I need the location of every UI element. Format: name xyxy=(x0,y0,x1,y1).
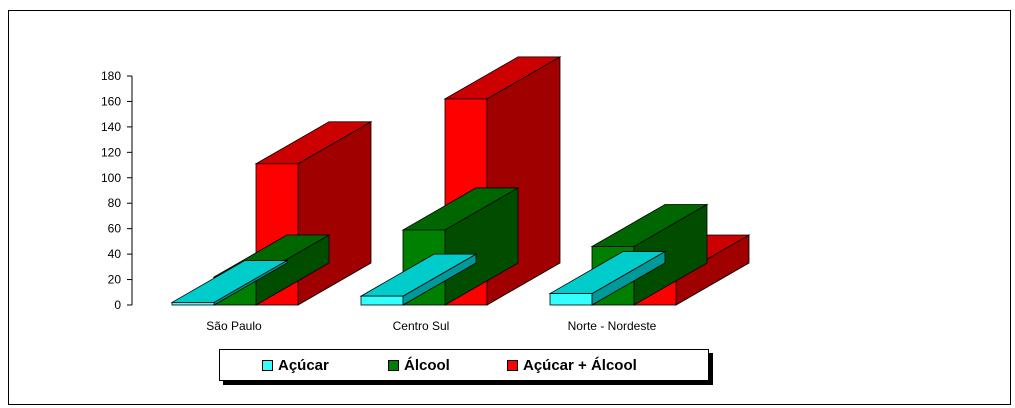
y-tick-label: 160 xyxy=(101,94,121,108)
legend-item-acucar-alcool: Açúcar + Álcool xyxy=(507,350,637,380)
y-tick-label: 120 xyxy=(101,145,121,159)
legend-label-acucar-alcool: Açúcar + Álcool xyxy=(523,356,637,374)
bar-acucar-norte-nordeste xyxy=(548,250,667,306)
legend-item-alcool: Álcool xyxy=(388,350,450,380)
y-tick-label: 80 xyxy=(108,196,122,210)
y-axis-ticks: 0 20 40 60 80 100 120 140 160 180 xyxy=(101,69,132,312)
category-label-norte-nordeste: Norte - Nordeste xyxy=(568,319,657,333)
legend: Açúcar Álcool Açúcar + Álcool xyxy=(219,349,709,381)
category-label-sao-paulo: São Paulo xyxy=(206,319,262,333)
bar-acucar-centro-sul xyxy=(359,253,478,306)
category-labels: São Paulo Centro Sul Norte - Nordeste xyxy=(206,319,656,333)
bar-acucar-sao-paulo xyxy=(170,259,289,306)
legend-label-alcool: Álcool xyxy=(404,356,450,374)
y-tick-label: 0 xyxy=(114,298,121,312)
category-label-centro-sul: Centro Sul xyxy=(393,319,450,333)
y-tick-label: 140 xyxy=(101,120,121,134)
legend-swatch-alcool xyxy=(388,359,399,371)
y-tick-label: 100 xyxy=(101,171,121,185)
y-tick-label: 60 xyxy=(108,222,122,236)
legend-swatch-acucar-alcool xyxy=(507,359,518,371)
bars xyxy=(170,56,751,306)
legend-swatch-acucar xyxy=(262,359,273,371)
legend-item-acucar: Açúcar xyxy=(262,350,329,380)
bar-front-face xyxy=(549,293,593,306)
y-tick-label: 20 xyxy=(108,273,122,287)
y-tick-label: 40 xyxy=(108,247,122,261)
legend-label-acucar: Açúcar xyxy=(278,356,329,374)
bar-front-face xyxy=(171,302,215,306)
bar-front-face xyxy=(360,295,404,306)
y-tick-label: 180 xyxy=(101,69,121,83)
